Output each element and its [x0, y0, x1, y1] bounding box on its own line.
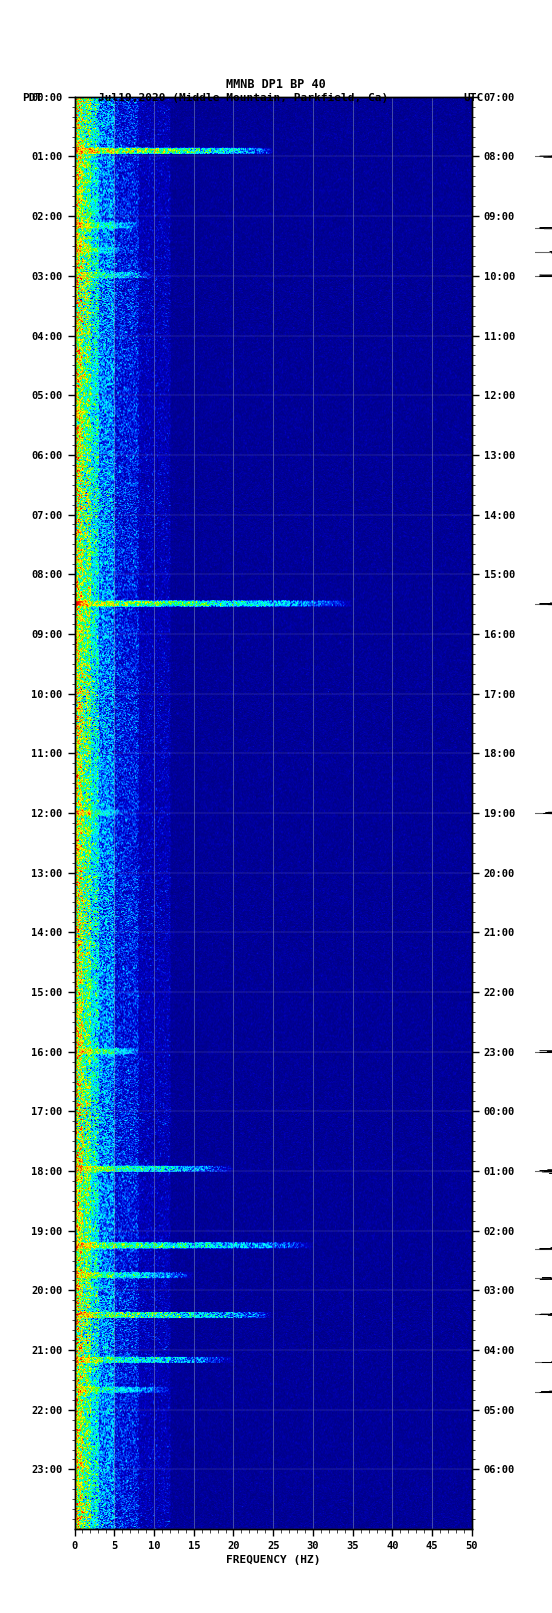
Text: Jul19,2020 (Middle Mountain, Parkfield, Ca): Jul19,2020 (Middle Mountain, Parkfield, … [98, 92, 388, 103]
Text: PDT: PDT [22, 92, 43, 103]
X-axis label: FREQUENCY (HZ): FREQUENCY (HZ) [226, 1555, 321, 1565]
Text: UTC: UTC [464, 92, 484, 103]
Text: USGS: USGS [14, 42, 52, 56]
Text: MMNB DP1 BP 40: MMNB DP1 BP 40 [226, 77, 326, 92]
